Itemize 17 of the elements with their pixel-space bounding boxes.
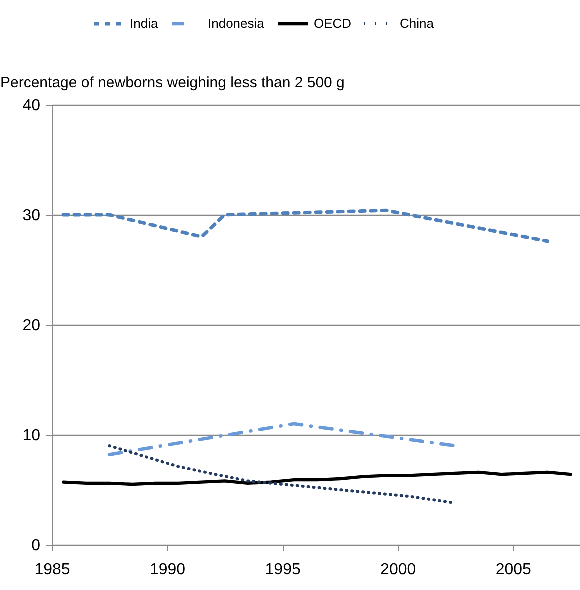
y-tick-label: 40 [22,98,41,114]
line-series [62,470,572,486]
y-axis-title: Percentage of newborns weighing less than 2 500 g [0,74,345,92]
x-tick-label: 2000 [380,562,416,578]
legend-label: India [130,16,159,31]
legend-label: OECD [314,16,352,31]
y-tick-label: 0 [32,538,41,554]
x-tick-label: 1990 [150,562,186,578]
x-tick-label: 1995 [265,562,301,578]
legend-label: China [400,16,435,31]
y-tick-label: 20 [22,318,41,334]
line-series [62,208,550,244]
x-tick-label: 2005 [496,562,532,578]
y-tick-label: 10 [22,428,41,444]
legend-label: Indonesia [208,16,266,31]
y-tick-label: 30 [22,208,41,224]
x-tick-label: 1985 [34,562,70,578]
